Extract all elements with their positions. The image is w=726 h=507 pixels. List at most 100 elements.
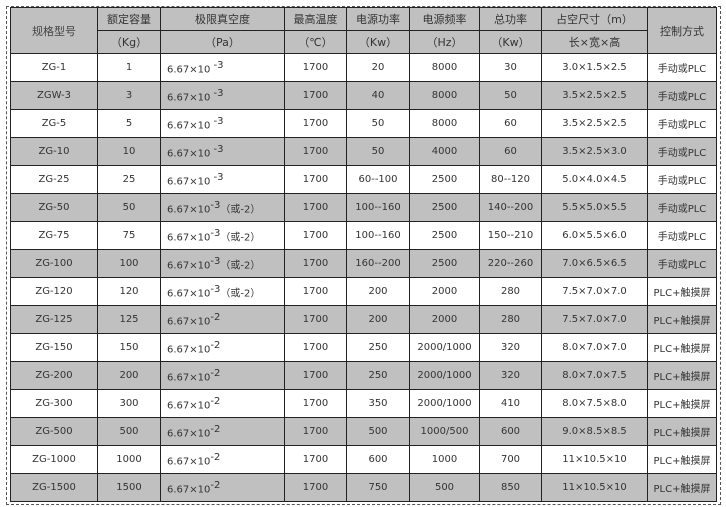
table-row: ZG-10 10 6.67×10 -3 1700 50 4000 60 3.5×2.5×3.0… xyxy=(10,137,717,166)
cell-freq: 1000 xyxy=(409,445,480,474)
header-control: 控制方式 xyxy=(647,7,717,54)
cell-control: 手动或PLC xyxy=(647,137,717,166)
cell-freq: 2500 xyxy=(409,249,480,278)
cell-vacuum: 6.67×10-2 xyxy=(160,417,285,446)
table-row: ZG-100 100 6.67×10-3（或-2） 1700 160--200 2500 2… xyxy=(10,249,717,278)
vacuum-base: 6.67×10 xyxy=(167,64,211,76)
cell-total: 30 xyxy=(479,53,542,82)
vacuum-base: 6.67×10 xyxy=(167,148,211,160)
cell-size: 8.0×7.0×7.0 xyxy=(541,333,648,362)
cell-total: 150--210 xyxy=(479,221,542,250)
cell-power: 250 xyxy=(346,333,410,362)
vacuum-exponent: -2 xyxy=(210,451,221,463)
cell-power: 20 xyxy=(346,53,410,82)
cell-size: 3.5×2.5×3.0 xyxy=(541,137,648,166)
table-row: ZG-300 300 6.67×10-2 1700 350 2000/1000 410 8.0… xyxy=(10,389,717,418)
cell-size: 11×10.5×10 xyxy=(541,473,648,502)
table-row: ZG-5 5 6.67×10 -3 1700 50 8000 60 3.5×2.5×2.5 手动… xyxy=(10,109,717,138)
vacuum-alt: （或-2） xyxy=(220,204,261,216)
cell-model: ZGW-3 xyxy=(10,81,98,110)
cell-control: PLC+触摸屏 xyxy=(647,417,717,446)
cell-capacity: 300 xyxy=(97,389,161,418)
cell-temp: 1700 xyxy=(284,193,347,222)
cell-power: 350 xyxy=(346,389,410,418)
cell-power: 100--160 xyxy=(346,221,410,250)
cell-size: 7.0×6.5×6.5 xyxy=(541,249,648,278)
cell-vacuum: 6.67×10-2 xyxy=(160,473,285,502)
vacuum-base: 6.67×10 xyxy=(167,120,211,132)
unit-power: （Kw） xyxy=(346,30,410,54)
vacuum-exponent: -3 xyxy=(210,87,224,99)
cell-temp: 1700 xyxy=(284,277,347,306)
cell-size: 8.0×7.0×7.5 xyxy=(541,361,648,390)
vacuum-alt: （或-2） xyxy=(220,232,261,244)
cell-model: ZG-75 xyxy=(10,221,98,250)
table-row: ZG-120 120 6.67×10-3（或-2） 1700 200 2000 280 7.5… xyxy=(10,277,717,306)
vacuum-exponent: -2 xyxy=(210,367,221,379)
cell-control: 手动或PLC xyxy=(647,81,717,110)
cell-model: ZG-1000 xyxy=(10,445,98,474)
vacuum-exponent: -2 xyxy=(210,479,221,491)
cell-temp: 1700 xyxy=(284,473,347,502)
cell-freq: 2500 xyxy=(409,193,480,222)
cell-size: 3.5×2.5×2.5 xyxy=(541,109,648,138)
vacuum-exponent: -3 xyxy=(210,283,221,295)
cell-freq: 2500 xyxy=(409,221,480,250)
header-power: 电源功率 xyxy=(346,7,410,31)
cell-freq: 500 xyxy=(409,473,480,502)
cell-total: 320 xyxy=(479,333,542,362)
cell-model: ZG-150 xyxy=(10,333,98,362)
cell-total: 60 xyxy=(479,109,542,138)
cell-temp: 1700 xyxy=(284,361,347,390)
cell-size: 8.0×7.5×8.0 xyxy=(541,389,648,418)
cell-freq: 2000 xyxy=(409,277,480,306)
cell-size: 3.5×2.5×2.5 xyxy=(541,81,648,110)
cell-temp: 1700 xyxy=(284,445,347,474)
cell-capacity: 1500 xyxy=(97,473,161,502)
cell-temp: 1700 xyxy=(284,165,347,194)
vacuum-exponent: -3 xyxy=(210,143,224,155)
cell-power: 200 xyxy=(346,305,410,334)
cell-temp: 1700 xyxy=(284,417,347,446)
cell-total: 600 xyxy=(479,417,542,446)
cell-temp: 1700 xyxy=(284,137,347,166)
header-model: 规格型号 xyxy=(10,7,98,54)
cell-control: 手动或PLC xyxy=(647,193,717,222)
cell-temp: 1700 xyxy=(284,389,347,418)
vacuum-exponent: -3 xyxy=(210,115,224,127)
cell-size: 9.0×8.5×8.5 xyxy=(541,417,648,446)
cell-size: 7.5×7.0×7.0 xyxy=(541,277,648,306)
vacuum-exponent: -2 xyxy=(210,395,221,407)
cell-total: 80--120 xyxy=(479,165,542,194)
cell-size: 3.0×1.5×2.5 xyxy=(541,53,648,82)
cell-capacity: 1 xyxy=(97,53,161,82)
vacuum-base: 6.67×10 xyxy=(167,176,211,188)
cell-model: ZG-120 xyxy=(10,277,98,306)
vacuum-alt: （或-2） xyxy=(220,288,261,300)
vacuum-exponent: -3 xyxy=(210,59,224,71)
cell-temp: 1700 xyxy=(284,109,347,138)
cell-control: PLC+触摸屏 xyxy=(647,305,717,334)
header-freq: 电源频率 xyxy=(409,7,480,31)
header-capacity: 额定容量 xyxy=(97,7,161,31)
cell-capacity: 200 xyxy=(97,361,161,390)
vacuum-exponent: -3 xyxy=(210,227,221,239)
cell-size: 5.0×4.0×4.5 xyxy=(541,165,648,194)
table-row: ZG-125 125 6.67×10-2 1700 200 2000 280 7.5×7.0×… xyxy=(10,305,717,334)
cell-power: 160--200 xyxy=(346,249,410,278)
cell-model: ZG-300 xyxy=(10,389,98,418)
vacuum-base: 6.67×10 xyxy=(167,484,211,496)
cell-control: PLC+触摸屏 xyxy=(647,361,717,390)
cell-total: 700 xyxy=(479,445,542,474)
cell-temp: 1700 xyxy=(284,333,347,362)
table-row: ZG-1500 1500 6.67×10-2 1700 750 500 850 11×10.5… xyxy=(10,473,717,502)
cell-temp: 1700 xyxy=(284,305,347,334)
table-row: ZG-75 75 6.67×10-3（或-2） 1700 100--160 2500 150… xyxy=(10,221,717,250)
cell-power: 200 xyxy=(346,277,410,306)
cell-model: ZG-125 xyxy=(10,305,98,334)
cell-vacuum: 6.67×10 -3 xyxy=(160,81,285,110)
cell-control: PLC+触摸屏 xyxy=(647,389,717,418)
unit-temp: （℃） xyxy=(284,30,347,54)
vacuum-base: 6.67×10 xyxy=(167,288,211,300)
cell-power: 60--100 xyxy=(346,165,410,194)
